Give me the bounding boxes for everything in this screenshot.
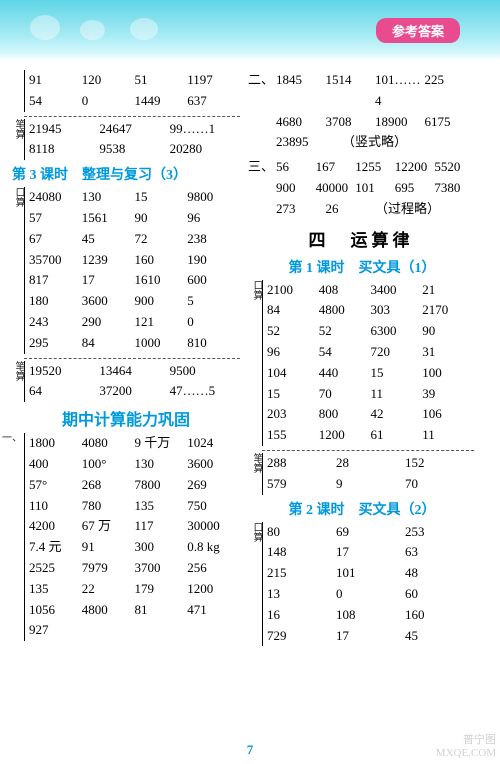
side-label: 一、 bbox=[2, 433, 16, 444]
table-row: 252579793700256 bbox=[29, 558, 240, 579]
table-row: 295841000810 bbox=[29, 333, 240, 354]
answer-block: 180040809 千万1024 400100°1303600 57°26878… bbox=[24, 433, 240, 641]
table-row: 7291745 bbox=[267, 626, 474, 647]
table-row: 19520134649500 bbox=[29, 361, 240, 382]
table-row: 15701139 bbox=[267, 384, 474, 405]
section-title: 期中计算能力巩固 bbox=[12, 406, 240, 430]
table-row: 357001239160190 bbox=[29, 250, 240, 271]
table-row: 27326（过程略） bbox=[248, 199, 474, 220]
answer-block: 二、18451514101……4225 46803708189006175 23… bbox=[248, 70, 474, 153]
answer-block: 24080130159800 5715619096 674572238 3570… bbox=[24, 187, 240, 353]
answer-block: 219452464799……1 8118953820280 bbox=[24, 119, 240, 161]
answer-block: 三、561671255122005520 900400001016957380 … bbox=[248, 157, 474, 219]
table-row: 8118953820280 bbox=[29, 139, 240, 160]
side-label: 口算 bbox=[10, 187, 24, 207]
table-row: 16108160 bbox=[267, 605, 474, 626]
table-row: 13060 bbox=[267, 584, 474, 605]
table-row: 674572238 bbox=[29, 229, 240, 250]
table-row: 46803708189006175 bbox=[248, 112, 474, 133]
table-row: 965472031 bbox=[267, 342, 474, 363]
page-number: 7 bbox=[0, 742, 500, 758]
table-row: 110780135750 bbox=[29, 496, 240, 517]
cloud-icon bbox=[130, 18, 158, 40]
table-row: 2432901210 bbox=[29, 312, 240, 333]
divider bbox=[262, 450, 474, 451]
table-row: 927 bbox=[29, 620, 240, 641]
table-row: 21510148 bbox=[267, 563, 474, 584]
table-row: 三、561671255122005520 bbox=[248, 157, 474, 178]
table-row: 5252630090 bbox=[267, 321, 474, 342]
table-row: 5401449637 bbox=[29, 91, 240, 112]
table-row: 1481763 bbox=[267, 542, 474, 563]
table-row: 420067 万11730000 bbox=[29, 516, 240, 537]
table-row: 219452464799……1 bbox=[29, 119, 240, 140]
table-row: 8448003032170 bbox=[267, 300, 474, 321]
table-row: 10444015100 bbox=[267, 363, 474, 384]
cloud-icon bbox=[30, 15, 60, 40]
chapter-title: 四 运算律 bbox=[248, 226, 474, 251]
side-label: 口算 bbox=[248, 280, 262, 300]
section-title: 第 2 课时 买文具（2） bbox=[250, 499, 474, 519]
table-row: 1056480081471 bbox=[29, 600, 240, 621]
table-row: 400100°1303600 bbox=[29, 454, 240, 475]
watermark: 普宁图 MXQE.COM bbox=[436, 734, 496, 760]
table-row: 28828152 bbox=[267, 453, 474, 474]
table-row: 135221791200 bbox=[29, 579, 240, 600]
answer-block: 2100408340021 8448003032170 5252630090 9… bbox=[262, 280, 474, 446]
header-band: 参考答案 bbox=[0, 0, 500, 60]
cloud-icon bbox=[80, 20, 105, 40]
side-label: 笔算 bbox=[10, 361, 24, 381]
table-row: 8069253 bbox=[267, 522, 474, 543]
table-row: 579970 bbox=[267, 474, 474, 495]
table-row: 5715619096 bbox=[29, 208, 240, 229]
side-label: 笔算 bbox=[248, 453, 262, 473]
answer-block: 91120511197 5401449637 bbox=[24, 70, 240, 112]
header-badge: 参考答案 bbox=[376, 18, 460, 43]
section-title: 第 1 课时 买文具（1） bbox=[250, 257, 474, 277]
table-row: 2100408340021 bbox=[267, 280, 474, 301]
table-row: 91120511197 bbox=[29, 70, 240, 91]
left-column: 91120511197 5401449637 笔算 219452464799……… bbox=[10, 70, 240, 650]
side-label: 三、 bbox=[248, 157, 276, 178]
table-row: 180040809 千万1024 bbox=[29, 433, 240, 454]
table-row: 24080130159800 bbox=[29, 187, 240, 208]
table-row: 7.4 元913000.8 kg bbox=[29, 537, 240, 558]
section-title: 第 3 课时 整理与复习（3） bbox=[12, 164, 240, 184]
divider bbox=[24, 116, 240, 117]
table-row: 15512006111 bbox=[267, 425, 474, 446]
table-row: 900400001016957380 bbox=[248, 178, 474, 199]
table-row: 20380042106 bbox=[267, 404, 474, 425]
table-row: 817171610600 bbox=[29, 270, 240, 291]
side-label: 笔算 bbox=[10, 119, 24, 139]
table-row: 二、18451514101……4225 bbox=[248, 70, 474, 112]
table-row: 23895（竖式略） bbox=[248, 132, 474, 153]
content: 91120511197 5401449637 笔算 219452464799……… bbox=[0, 60, 500, 650]
table-row: 643720047……5 bbox=[29, 381, 240, 402]
side-label: 口算 bbox=[248, 522, 262, 542]
answer-block: 8069253 1481763 21510148 13060 16108160 … bbox=[262, 522, 474, 647]
side-label: 二、 bbox=[248, 70, 276, 112]
table-row: 18036009005 bbox=[29, 291, 240, 312]
answer-block: 28828152 579970 bbox=[262, 453, 474, 495]
answer-block: 19520134649500 643720047……5 bbox=[24, 361, 240, 403]
table-row: 57°2687800269 bbox=[29, 475, 240, 496]
right-column: 二、18451514101……4225 46803708189006175 23… bbox=[240, 70, 474, 650]
divider bbox=[24, 358, 240, 359]
